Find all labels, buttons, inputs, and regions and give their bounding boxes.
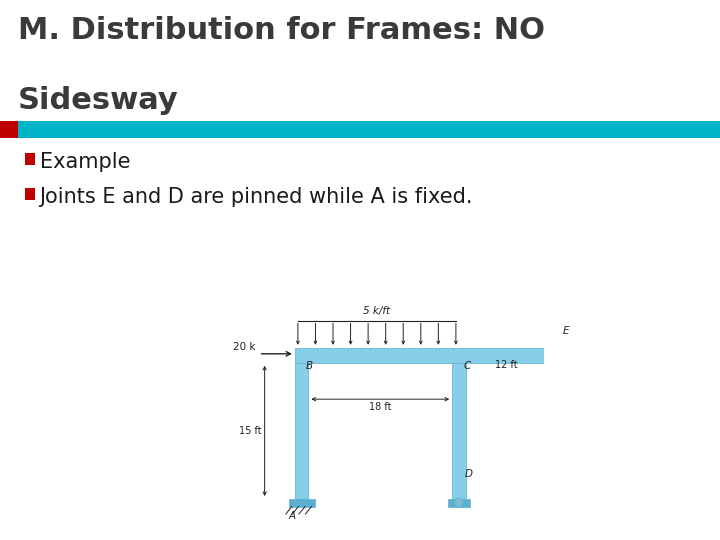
Text: 15 ft: 15 ft xyxy=(239,426,261,436)
Text: E: E xyxy=(562,326,569,336)
Bar xyxy=(547,336,562,375)
Text: Example: Example xyxy=(40,152,130,172)
Bar xyxy=(25,188,35,200)
Bar xyxy=(289,499,315,507)
Text: 12 ft: 12 ft xyxy=(495,360,518,370)
Text: B: B xyxy=(306,361,313,372)
Text: C: C xyxy=(464,361,471,372)
Bar xyxy=(0,122,18,138)
Text: M. Distribution for Frames: NO: M. Distribution for Frames: NO xyxy=(18,16,545,45)
Text: 5 k/ft: 5 k/ft xyxy=(364,306,390,316)
Bar xyxy=(295,348,547,363)
Text: D: D xyxy=(465,469,473,479)
Text: Sidesway: Sidesway xyxy=(18,86,179,116)
Bar xyxy=(25,153,35,165)
Bar xyxy=(0,122,720,138)
Text: A: A xyxy=(288,511,295,521)
Circle shape xyxy=(454,498,464,507)
Text: 18 ft: 18 ft xyxy=(369,402,392,412)
Bar xyxy=(295,363,308,499)
Bar xyxy=(549,323,570,381)
Bar xyxy=(452,363,466,499)
Bar xyxy=(448,499,470,507)
Text: Joints E and D are pinned while A is fixed.: Joints E and D are pinned while A is fix… xyxy=(40,187,473,207)
Text: 20 k: 20 k xyxy=(233,342,256,352)
